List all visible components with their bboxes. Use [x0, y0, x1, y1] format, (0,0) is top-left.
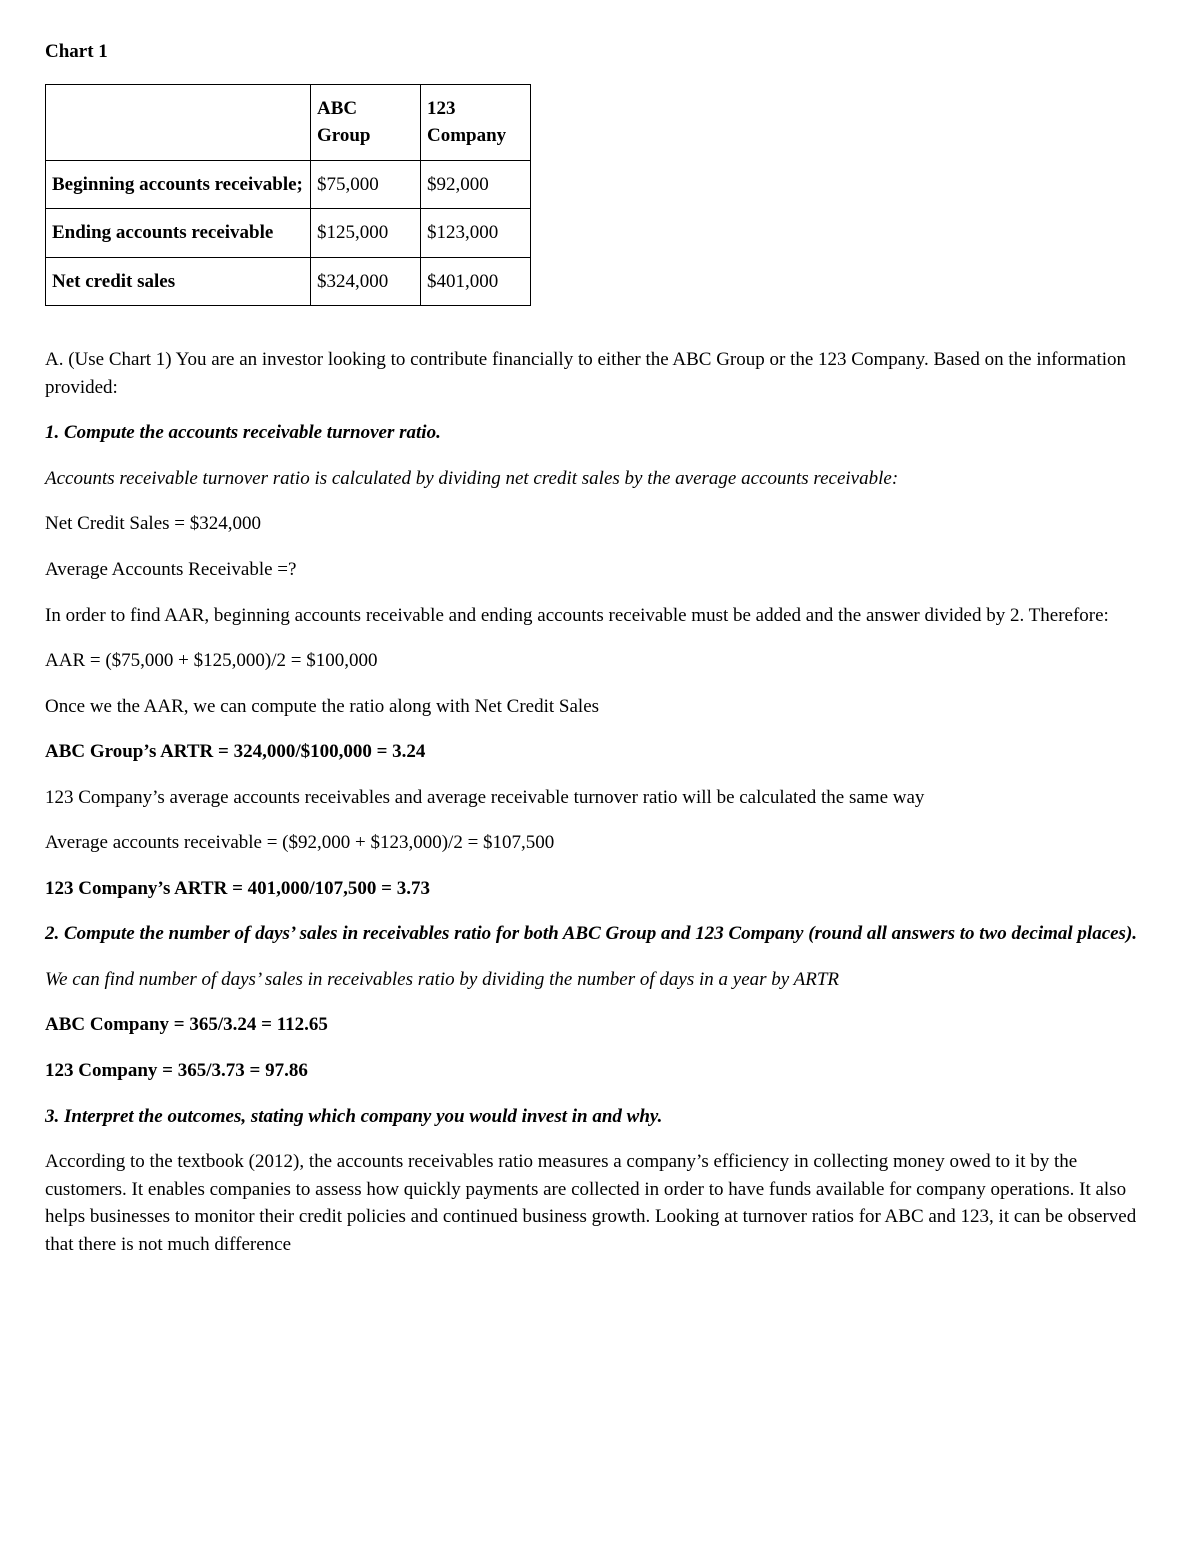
- row3-label: Net credit sales: [46, 257, 311, 306]
- once-aar: Once we the AAR, we can compute the rati…: [45, 693, 1155, 721]
- row1-abc: $75,000: [311, 160, 421, 209]
- row1-label: Beginning accounts receivable;: [46, 160, 311, 209]
- header-123: 123 Company: [421, 84, 531, 160]
- abc-days: ABC Company = 365/3.24 = 112.65: [45, 1011, 1155, 1039]
- question-1: 1. Compute the accounts receivable turno…: [45, 419, 1155, 447]
- row3-abc: $324,000: [311, 257, 421, 306]
- row2-abc: $125,000: [311, 209, 421, 258]
- question-2: 2. Compute the number of days’ sales in …: [45, 920, 1155, 948]
- aar-explanation: In order to find AAR, beginning accounts…: [45, 602, 1155, 630]
- chart-title: Chart 1: [45, 38, 1155, 66]
- table-row: Net credit sales $324,000 $401,000: [46, 257, 531, 306]
- days-123: 123 Company = 365/3.73 = 97.86: [45, 1057, 1155, 1085]
- table-row: Beginning accounts receivable; $75,000 $…: [46, 160, 531, 209]
- row2-123: $123,000: [421, 209, 531, 258]
- net-credit-sales: Net Credit Sales = $324,000: [45, 510, 1155, 538]
- row3-123: $401,000: [421, 257, 531, 306]
- abc-artr: ABC Group’s ARTR = 324,000/$100,000 = 3.…: [45, 738, 1155, 766]
- intro-paragraph: A. (Use Chart 1) You are an investor loo…: [45, 346, 1155, 401]
- aar-123: Average accounts receivable = ($92,000 +…: [45, 829, 1155, 857]
- header-blank: [46, 84, 311, 160]
- q2-explanation: We can find number of days’ sales in rec…: [45, 966, 1155, 994]
- row1-123: $92,000: [421, 160, 531, 209]
- row2-label: Ending accounts receivable: [46, 209, 311, 258]
- company-123-explanation: 123 Company’s average accounts receivabl…: [45, 784, 1155, 812]
- q1-explanation: Accounts receivable turnover ratio is ca…: [45, 465, 1155, 493]
- question-3: 3. Interpret the outcomes, stating which…: [45, 1103, 1155, 1131]
- artr-123: 123 Company’s ARTR = 401,000/107,500 = 3…: [45, 875, 1155, 903]
- q3-body: According to the textbook (2012), the ac…: [45, 1148, 1155, 1258]
- aar-question: Average Accounts Receivable =?: [45, 556, 1155, 584]
- header-abc: ABC Group: [311, 84, 421, 160]
- table-header-row: ABC Group 123 Company: [46, 84, 531, 160]
- chart-1-table: ABC Group 123 Company Beginning accounts…: [45, 84, 531, 307]
- table-row: Ending accounts receivable $125,000 $123…: [46, 209, 531, 258]
- aar-calculation: AAR = ($75,000 + $125,000)/2 = $100,000: [45, 647, 1155, 675]
